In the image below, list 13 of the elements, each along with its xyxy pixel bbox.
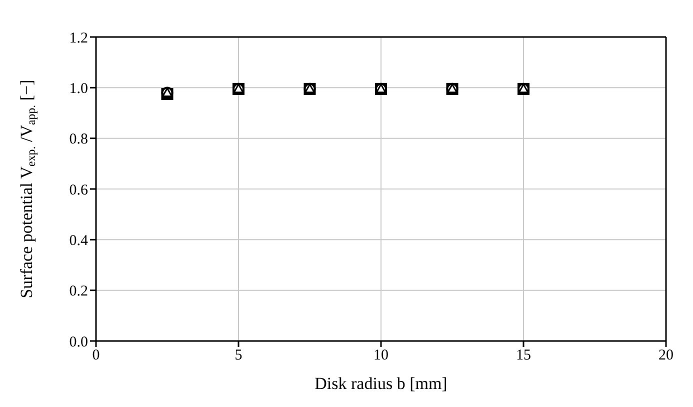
x-tick-label: 0 (92, 348, 100, 364)
x-tick-label: 20 (658, 348, 674, 364)
x-tick-label: 10 (374, 348, 388, 364)
y-tick-label: 0.8 (69, 132, 88, 148)
x-axis-title: Disk radius b [mm] (314, 374, 448, 393)
y-tick-label: 1.0 (69, 80, 88, 97)
x-tick-label: 15 (516, 348, 531, 364)
y-tick-label: 0.4 (69, 232, 88, 249)
y-tick-label: 0.6 (69, 182, 88, 198)
y-tick-label: 0.2 (69, 284, 88, 300)
y-tick-label: 1.2 (69, 30, 88, 46)
y-tick-label: 0.0 (69, 334, 88, 350)
x-tick-label: 5 (234, 348, 242, 364)
